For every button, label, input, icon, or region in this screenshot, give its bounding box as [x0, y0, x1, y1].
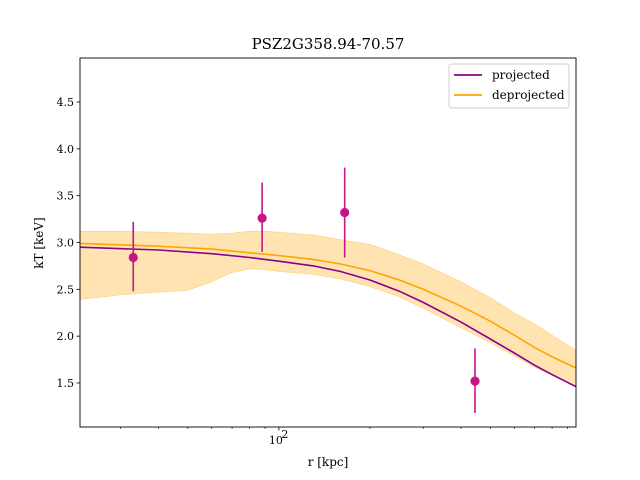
chart-title: PSZ2G358.94-70.57 [252, 35, 405, 53]
y-tick-label: 1.5 [57, 377, 75, 390]
y-tick-label: 4.0 [57, 143, 75, 156]
y-tick-label: 3.0 [57, 237, 75, 250]
y-tick-label: 2.0 [57, 330, 75, 343]
data-point-2 [257, 213, 267, 223]
series-line-projected [79, 246, 577, 388]
y-tick-label: 3.5 [57, 190, 75, 203]
x-tick-label: 10 [269, 434, 283, 447]
data-point-4 [470, 376, 480, 386]
data-point-1 [128, 252, 138, 263]
y-tick-label: 4.5 [57, 96, 75, 109]
series-line-deprojected [79, 242, 577, 369]
plot-area [79, 167, 577, 413]
x-tick-exponent: 2 [281, 428, 288, 441]
y-tick-label: 2.5 [57, 283, 75, 296]
data-point-3 [340, 207, 350, 218]
y-axis-label: kT [keV] [32, 217, 46, 269]
legend-label-deprojected: deprojected [492, 88, 565, 102]
axis-ticks: 1.5 2.0 2.5 3.0 3.5 4.0 4.5 102 [57, 96, 568, 447]
legend: projected deprojected [448, 63, 570, 109]
legend-label-projected: projected [492, 68, 550, 82]
x-axis-label: r [kpc] [308, 455, 349, 469]
